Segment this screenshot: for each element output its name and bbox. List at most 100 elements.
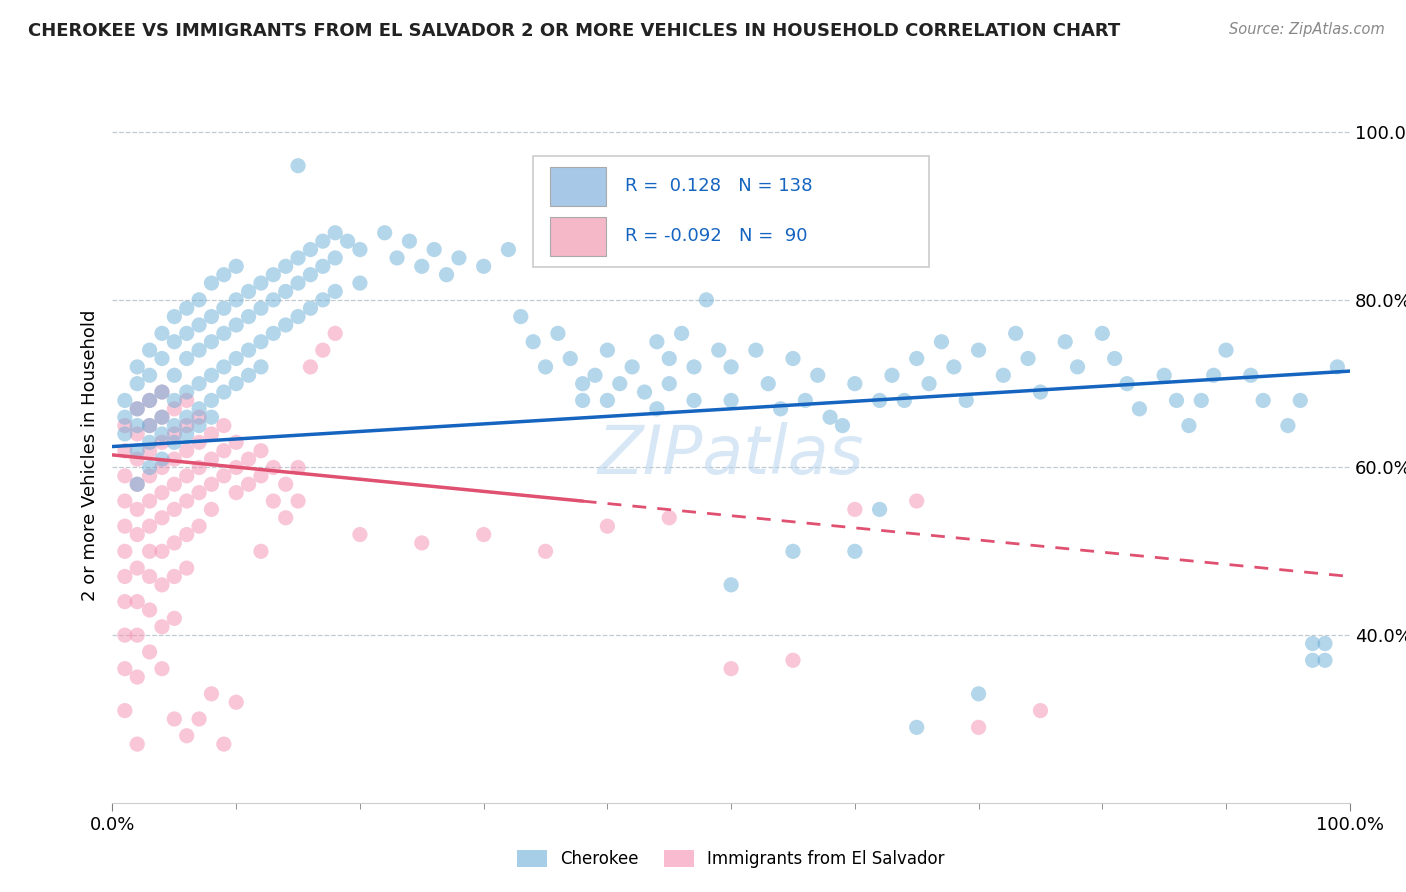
Point [942, 359, 965, 374]
Point [782, 653, 804, 667]
Point [905, 720, 928, 734]
Point [880, 368, 903, 383]
Text: Source: ZipAtlas.com: Source: ZipAtlas.com [1229, 22, 1385, 37]
Point [138, 603, 160, 617]
Point [274, 510, 297, 524]
Point [150, 385, 173, 400]
Point [127, 427, 149, 442]
Point [114, 468, 136, 483]
Point [163, 435, 186, 450]
Point [287, 159, 309, 173]
Point [1029, 704, 1052, 718]
Point [547, 326, 569, 341]
Point [262, 494, 284, 508]
Point [176, 468, 198, 483]
Point [188, 410, 211, 425]
Point [571, 376, 593, 391]
Point [138, 418, 160, 433]
Point [287, 494, 309, 508]
Point [645, 334, 668, 349]
Point [782, 544, 804, 558]
Point [1066, 359, 1088, 374]
Point [274, 318, 297, 332]
Point [794, 393, 817, 408]
Point [150, 452, 173, 467]
Point [176, 351, 198, 366]
Point [212, 326, 235, 341]
Point [299, 359, 322, 374]
Point [436, 268, 458, 282]
Point [955, 393, 977, 408]
Point [163, 401, 186, 416]
Point [127, 561, 149, 575]
Point [250, 443, 273, 458]
Point [150, 544, 173, 558]
Point [274, 477, 297, 491]
Point [150, 510, 173, 524]
Point [905, 351, 928, 366]
Point [138, 645, 160, 659]
Point [695, 293, 717, 307]
Point [1166, 393, 1188, 408]
Point [522, 334, 544, 349]
Point [782, 351, 804, 366]
Point [1202, 368, 1225, 383]
Point [225, 260, 247, 274]
Point [658, 351, 681, 366]
Point [176, 418, 198, 433]
Point [176, 385, 198, 400]
Point [188, 712, 211, 726]
Point [720, 393, 742, 408]
Point [472, 527, 495, 541]
Point [163, 569, 186, 583]
Point [176, 561, 198, 575]
Point [411, 260, 433, 274]
Point [250, 301, 273, 316]
Point [323, 285, 346, 299]
Point [212, 418, 235, 433]
Point [831, 418, 853, 433]
Point [349, 243, 371, 257]
Point [1091, 326, 1114, 341]
Point [163, 536, 186, 550]
Point [447, 251, 470, 265]
Point [138, 393, 160, 408]
Point [374, 226, 396, 240]
Point [893, 393, 915, 408]
Point [188, 401, 211, 416]
Point [534, 359, 557, 374]
Point [633, 385, 655, 400]
Point [967, 720, 990, 734]
Point [225, 460, 247, 475]
Point [138, 343, 160, 358]
Text: CHEROKEE VS IMMIGRANTS FROM EL SALVADOR 2 OR MORE VEHICLES IN HOUSEHOLD CORRELAT: CHEROKEE VS IMMIGRANTS FROM EL SALVADOR … [28, 22, 1121, 40]
Point [127, 628, 149, 642]
Point [967, 343, 990, 358]
Point [200, 368, 222, 383]
Point [127, 401, 149, 416]
Point [127, 502, 149, 516]
Point [423, 243, 446, 257]
Point [238, 452, 260, 467]
Point [262, 460, 284, 475]
Point [163, 418, 186, 433]
Point [299, 243, 322, 257]
Point [225, 435, 247, 450]
Point [238, 310, 260, 324]
Point [323, 251, 346, 265]
Point [127, 594, 149, 608]
Point [138, 569, 160, 583]
Point [188, 485, 211, 500]
Point [176, 729, 198, 743]
Point [176, 527, 198, 541]
Point [720, 662, 742, 676]
Point [312, 343, 335, 358]
Point [262, 326, 284, 341]
Point [114, 519, 136, 533]
Point [150, 385, 173, 400]
Point [250, 544, 273, 558]
Point [1251, 393, 1274, 408]
Point [176, 410, 198, 425]
Point [212, 359, 235, 374]
Point [1302, 636, 1324, 650]
